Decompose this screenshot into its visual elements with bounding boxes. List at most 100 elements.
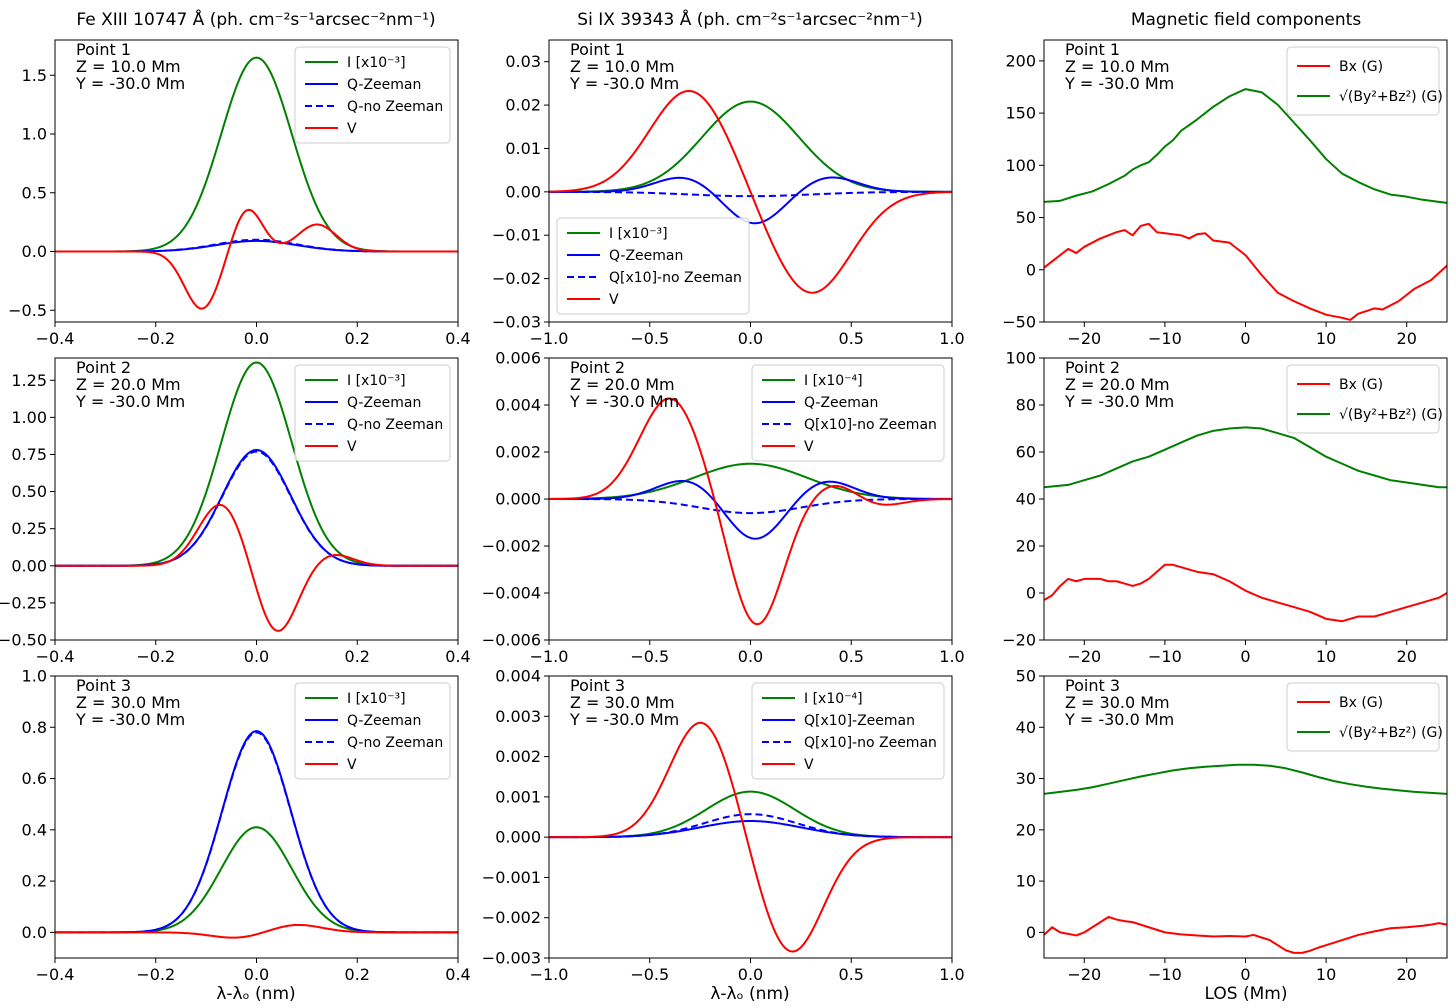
legend-label: V — [347, 757, 357, 773]
x-tick-label: −0.4 — [36, 647, 75, 666]
y-tick-label: −0.002 — [482, 537, 541, 556]
x-tick-label: −10 — [1148, 647, 1182, 666]
y-tick-label: 0.006 — [495, 349, 541, 368]
series-line-3 — [549, 397, 952, 626]
legend-label: V — [804, 757, 814, 773]
x-tick-label: 0 — [1240, 647, 1250, 666]
legend-label: Bx (G) — [1339, 695, 1383, 711]
plot-frame — [54, 357, 459, 641]
plot-frame — [548, 39, 953, 323]
x-axis-label-los: LOS (Mm) — [1205, 984, 1288, 1004]
y-tick-label: 150 — [1005, 104, 1036, 123]
series-line-2 — [549, 498, 952, 515]
legend: Bx (G) √(By²+Bz²) (G) — [1286, 682, 1443, 752]
x-tick-label: −0.4 — [36, 329, 75, 348]
x-tick-label: −0.4 — [36, 965, 75, 984]
point-info-line: Y = -30.0 Mm — [75, 74, 185, 93]
legend-box — [294, 46, 451, 144]
point-info-line: Y = -30.0 Mm — [569, 710, 679, 729]
legend-label: √(By²+Bz²) (G) — [1339, 407, 1443, 423]
x-tick-label: 0.0 — [738, 329, 763, 348]
point-info-line: Point 1 — [76, 40, 131, 59]
y-tick-label: 0.02 — [505, 96, 541, 115]
chart-panel-si-p3: −1.0 −0.5 0.0 0.5 1.0 −0.003 −0.002 −0.001 0.000… — [482, 667, 965, 985]
y-tick-label: 30 — [1016, 769, 1036, 788]
legend-box — [556, 217, 750, 315]
point-info-line: Point 3 — [76, 676, 131, 695]
series-line-1 — [1044, 763, 1447, 795]
y-tick-label: 0.8 — [22, 718, 47, 737]
x-tick-label: 0.2 — [345, 647, 370, 666]
point-info-line: Point 2 — [76, 358, 131, 377]
y-tick-label: 100 — [1005, 156, 1036, 175]
x-tick-label: 0.2 — [345, 329, 370, 348]
series-line-3 — [55, 503, 458, 632]
chart-panel-si-p2: −1.0 −0.5 0.0 0.5 1.0 −0.006 −0.004 −0.002 0.000… — [482, 349, 965, 667]
legend-label: V — [609, 292, 619, 308]
legend-label: Q-no Zeeman — [347, 417, 443, 433]
x-tick-label: 0 — [1240, 965, 1250, 984]
point-info-line: Point 2 — [1065, 358, 1120, 377]
y-tick-label: 0.03 — [505, 52, 541, 71]
x-tick-label: −10 — [1148, 329, 1182, 348]
series-line-3 — [55, 923, 458, 939]
y-tick-label: 60 — [1016, 443, 1036, 462]
series-line-3 — [549, 89, 952, 294]
point-info-line: Point 3 — [1065, 676, 1120, 695]
plot-frame — [1043, 39, 1448, 323]
series-group — [55, 730, 458, 939]
y-tick-label: 0.4 — [22, 820, 47, 839]
plot-frame — [548, 675, 953, 959]
point-info-line: Y = -30.0 Mm — [75, 710, 185, 729]
series-group — [549, 89, 952, 294]
x-tick-label: 0.0 — [738, 965, 763, 984]
x-tick-label: 20 — [1397, 647, 1417, 666]
y-tick-label: 1.5 — [22, 66, 47, 85]
legend-box — [751, 364, 945, 462]
y-tick-label: 0.000 — [495, 490, 541, 509]
x-tick-label: −0.2 — [136, 647, 175, 666]
plot-frame — [548, 357, 953, 641]
y-tick-label: 0.25 — [11, 519, 47, 538]
legend-label: I [x10⁻⁴] — [804, 373, 863, 389]
x-tick-label: 0.0 — [244, 647, 269, 666]
x-tick-label: −20 — [1067, 965, 1101, 984]
y-tick-label: −0.003 — [482, 949, 541, 968]
y-tick-label: 0.002 — [495, 443, 541, 462]
legend-label: Q-Zeeman — [347, 395, 421, 411]
point-info-line: Y = -30.0 Mm — [1064, 392, 1174, 411]
series-line-1 — [1044, 426, 1447, 489]
x-tick-label: 0.5 — [839, 647, 864, 666]
y-tick-label: −0.50 — [0, 631, 47, 650]
point-info-line: Point 1 — [1065, 40, 1120, 59]
y-tick-label: −0.006 — [482, 631, 541, 650]
y-tick-label: 1.0 — [22, 667, 47, 686]
y-tick-label: 40 — [1016, 718, 1036, 737]
y-tick-label: 0.002 — [495, 747, 541, 766]
legend-label: Q[x10]-no Zeeman — [804, 735, 937, 751]
series-group — [55, 56, 458, 310]
series-line-0 — [1044, 222, 1447, 321]
chart-panel-fe-p1: −0.4 −0.2 0.0 0.2 0.4 −0.5 0.0 0.5 1.0 1.5 Point 1… — [8, 39, 471, 348]
point-info-line: Y = -30.0 Mm — [569, 392, 679, 411]
legend-label: Q-no Zeeman — [347, 99, 443, 115]
legend: I [x10⁻⁴] Q[x10]-Zeeman Q[x10]-no Zeeman V — [751, 682, 945, 780]
column-title-magnetic-field: Magnetic field components — [1131, 10, 1362, 30]
y-tick-label: 0.00 — [11, 556, 47, 575]
x-tick-label: 0.0 — [244, 329, 269, 348]
y-tick-label: 0.2 — [22, 872, 47, 891]
series-line-2 — [549, 190, 952, 198]
legend-label: Bx (G) — [1339, 377, 1383, 393]
y-tick-label: −0.03 — [492, 313, 541, 332]
y-tick-label: −0.5 — [8, 301, 47, 320]
legend: I [x10⁻⁴] Q-Zeeman Q[x10]-no Zeeman V — [751, 364, 945, 462]
x-tick-label: 1.0 — [939, 965, 964, 984]
plot-frame — [54, 675, 459, 959]
x-tick-label: 20 — [1397, 965, 1417, 984]
y-tick-label: 200 — [1005, 51, 1036, 70]
chart-panels: −0.4 −0.2 0.0 0.2 0.4 −0.5 0.0 0.5 1.0 1.5 Point 1… — [0, 39, 1448, 985]
y-tick-label: −20 — [1002, 631, 1036, 650]
series-group — [55, 361, 458, 632]
legend-label: Q-Zeeman — [347, 77, 421, 93]
